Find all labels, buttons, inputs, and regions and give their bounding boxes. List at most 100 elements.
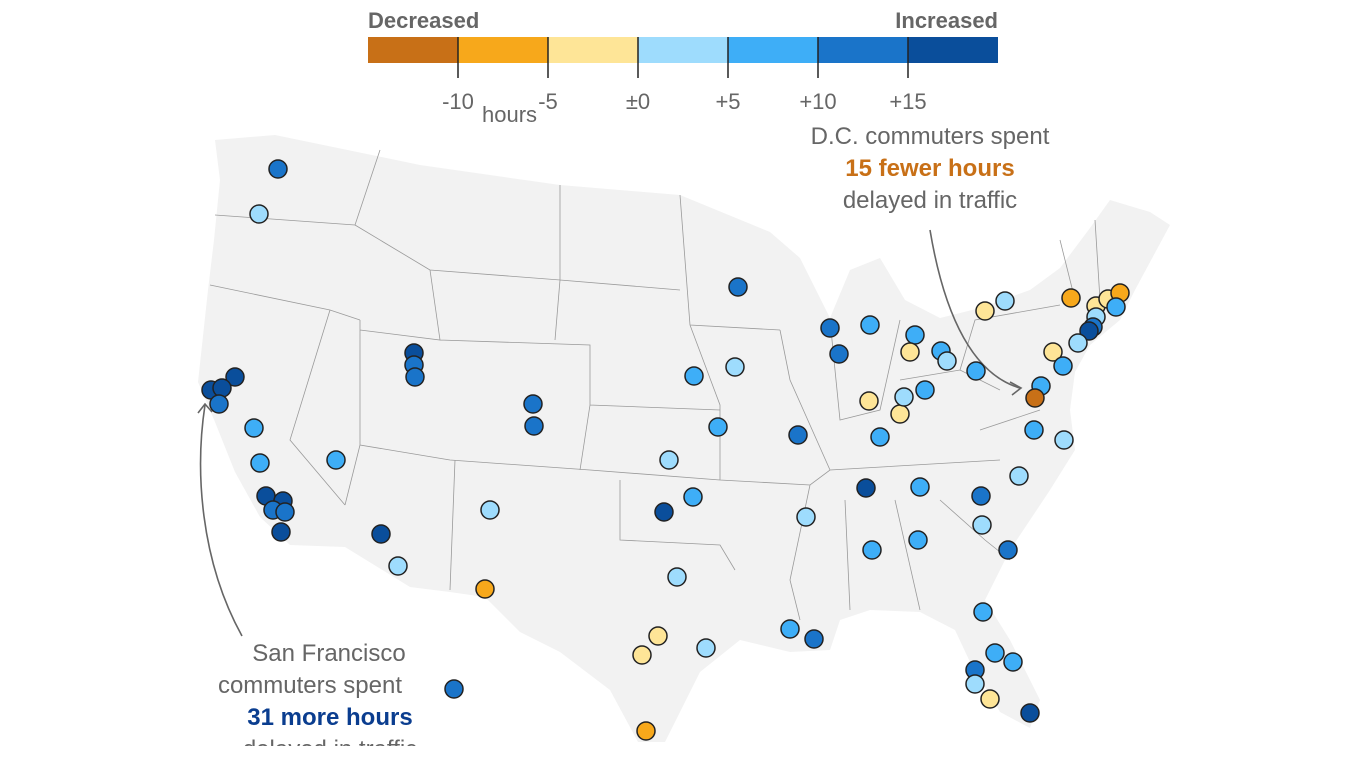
legend-right-label: Increased (895, 8, 998, 33)
city-dot (905, 325, 925, 345)
city-dot (708, 417, 728, 437)
city-dot (225, 367, 245, 387)
city-dot (683, 487, 703, 507)
city-dot (1043, 342, 1063, 362)
dc-annotation-line3: delayed in traffic (842, 187, 1018, 214)
city-dot (684, 366, 704, 386)
city-dot (725, 357, 745, 377)
legend-bin (728, 37, 818, 63)
legend-tick-label: +10 (799, 89, 837, 114)
city-dot (475, 579, 495, 599)
state-borders (209, 149, 1101, 621)
city-dot (388, 556, 408, 576)
city-dot (937, 351, 957, 371)
legend-tick-label: -10 (442, 89, 474, 114)
legend-bin (458, 37, 548, 63)
city-dot (636, 721, 656, 741)
city-dot (788, 425, 808, 445)
city-dot (966, 361, 986, 381)
city-dot (244, 418, 264, 438)
city-dot (271, 522, 291, 542)
city-dot (326, 450, 346, 470)
city-dot (1003, 652, 1023, 672)
city-dot (1054, 430, 1074, 450)
city-dot (1079, 321, 1099, 341)
city-dot (728, 277, 748, 297)
city-dot (890, 404, 910, 424)
dc-annotation-highlight: 15 fewer hours (845, 155, 1015, 182)
city-dot (985, 643, 1005, 663)
city-dot (659, 450, 679, 470)
city-dot (250, 453, 270, 473)
city-dot (780, 619, 800, 639)
sf-annotation-line2: commuters spent (217, 672, 403, 699)
sf-annotation-line1: San Francisco (252, 640, 406, 667)
sf-arrow (199, 404, 243, 637)
city-dot (859, 391, 879, 411)
city-dot (965, 674, 985, 694)
city-dot (654, 502, 674, 522)
legend-color-bar (368, 37, 998, 78)
city-dot (480, 500, 500, 520)
city-dot (1068, 333, 1088, 353)
city-dot (1106, 297, 1126, 317)
city-dot (371, 524, 391, 544)
city-dot (1061, 288, 1081, 308)
city-dot (275, 502, 295, 522)
city-dot (212, 378, 232, 398)
city-dot (696, 638, 716, 658)
legend-left-label: Decreased (368, 8, 480, 33)
city-dot (1009, 466, 1029, 486)
sf-annotation-highlight: 31 more hours (247, 704, 413, 731)
city-dot (862, 540, 882, 560)
city-dot (971, 486, 991, 506)
city-dot (972, 515, 992, 535)
legend-bin (908, 37, 998, 63)
city-dot (632, 645, 652, 665)
city-dot (268, 159, 288, 179)
city-dot (915, 380, 935, 400)
city-dot (405, 367, 425, 387)
sf-annotation: San Francisco commuters spent 31 more ho… (180, 638, 480, 746)
city-dot (975, 301, 995, 321)
legend-bin (368, 37, 458, 63)
city-dot (995, 291, 1015, 311)
sf-annotation-line4: delayed in traffic (180, 734, 480, 746)
city-dot (870, 427, 890, 447)
city-dot (973, 602, 993, 622)
legend-tick-label: ±0 (625, 89, 651, 114)
city-dot (1025, 388, 1045, 408)
legend-tick-label: -5 (538, 89, 558, 114)
us-land (198, 135, 1170, 742)
legend-bin (548, 37, 638, 63)
dc-annotation-line1: D.C. commuters spent (810, 123, 1050, 150)
dc-annotation: D.C. commuters spent 15 fewer hours dela… (780, 121, 1080, 217)
city-dot (648, 626, 668, 646)
legend-bin (638, 37, 728, 63)
city-dot (667, 567, 687, 587)
legend-tick-label: +5 (715, 89, 741, 114)
sf-annotation-dot (444, 679, 464, 699)
dc-arrow (929, 229, 1021, 389)
city-dot (249, 204, 269, 224)
city-dot (523, 394, 543, 414)
city-dot (980, 689, 1000, 709)
legend-bin (818, 37, 908, 63)
city-dot (894, 387, 914, 407)
city-dot (908, 530, 928, 550)
city-dot (524, 416, 544, 436)
city-dot (829, 344, 849, 364)
city-dot (1053, 356, 1073, 376)
dc-arrowhead (1009, 381, 1023, 396)
city-dot (804, 629, 824, 649)
annotation-arrows (197, 229, 1023, 637)
city-dot (796, 507, 816, 527)
city-dot (910, 477, 930, 497)
sf-arrowhead (197, 402, 213, 414)
city-dots (201, 159, 1130, 741)
city-dot (820, 318, 840, 338)
city-dot (900, 342, 920, 362)
city-dot (856, 478, 876, 498)
city-dot (209, 394, 229, 414)
